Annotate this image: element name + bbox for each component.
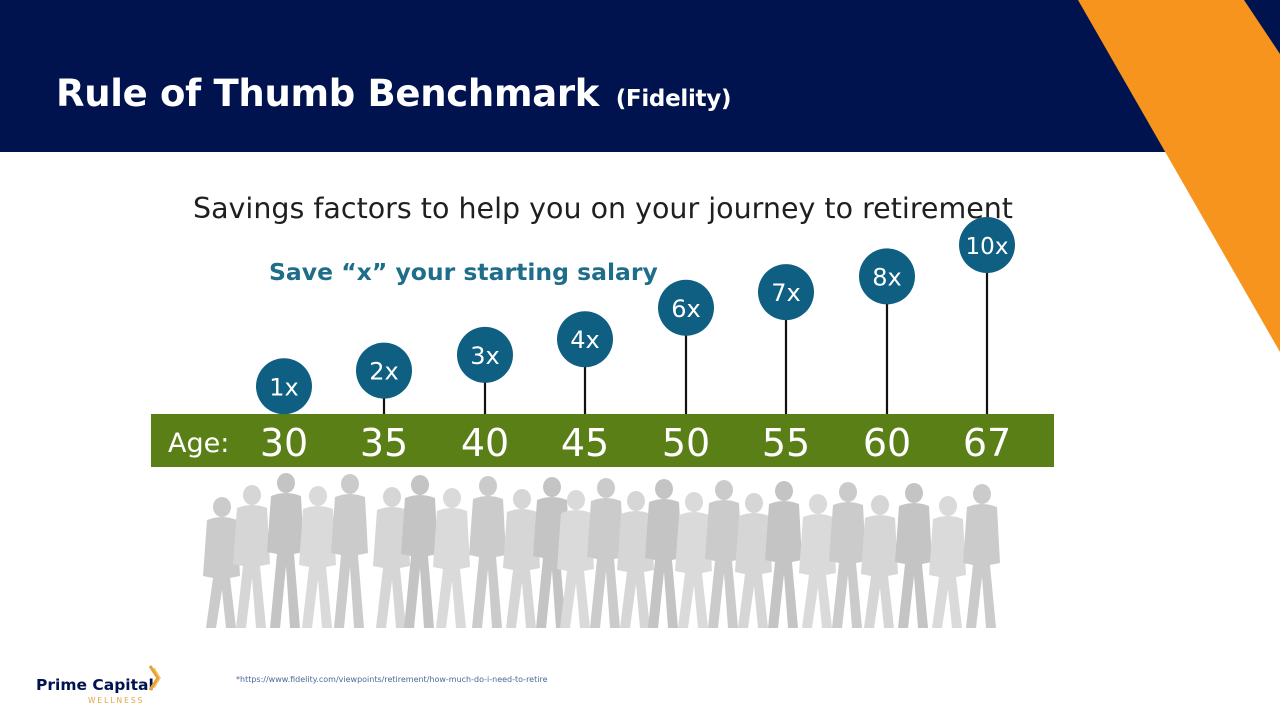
factor-bubble <box>557 311 613 368</box>
factor-label: 6x <box>671 295 700 323</box>
factor-bubble <box>256 358 312 415</box>
slide-title: Rule of Thumb Benchmark (Fidelity) <box>56 72 731 115</box>
orange-accent-stripe <box>1078 0 1280 352</box>
logo-name: Prime Capital <box>36 676 154 694</box>
factor-bubble <box>356 342 412 399</box>
factor-label: 2x <box>369 358 398 386</box>
factor-bubble <box>457 326 513 383</box>
logo-chevron-icon <box>148 665 161 691</box>
factor-label: 4x <box>570 326 599 354</box>
age-tick-label: 60 <box>863 421 911 465</box>
slide-title-source: (Fidelity) <box>615 86 732 112</box>
header-banner <box>0 0 1280 152</box>
factor-bubble <box>959 217 1015 273</box>
factor-label: 3x <box>470 342 499 370</box>
age-bar <box>151 414 1054 467</box>
factor-label: 10x <box>966 234 1009 260</box>
age-tick-label: 45 <box>561 421 609 465</box>
slide-title-text: Rule of Thumb Benchmark <box>56 72 600 115</box>
age-axis-label: Age: <box>168 428 229 459</box>
age-tick-label: 30 <box>260 421 308 465</box>
age-tick-label: 40 <box>461 421 509 465</box>
factor-label: 7x <box>771 279 800 307</box>
age-tick-label: 67 <box>963 421 1011 465</box>
prime-capital-logo: Prime Capital WELLNESS <box>36 664 176 708</box>
factor-label: 1x <box>269 373 298 401</box>
age-tick-label: 35 <box>360 421 408 465</box>
factor-bubble <box>658 279 714 336</box>
age-tick-label: 50 <box>662 421 710 465</box>
factor-label: 8x <box>872 263 901 291</box>
factor-bubble <box>859 248 915 305</box>
chart-title: Savings factors to help you on your jour… <box>193 192 1013 225</box>
logo-tagline: WELLNESS <box>88 696 145 705</box>
age-tick-label: 55 <box>762 421 810 465</box>
chart-subtitle: Save “x” your starting salary <box>269 258 658 286</box>
source-footnote: *https://www.fidelity.com/viewpoints/ret… <box>236 675 548 684</box>
factor-bubble <box>758 264 814 321</box>
